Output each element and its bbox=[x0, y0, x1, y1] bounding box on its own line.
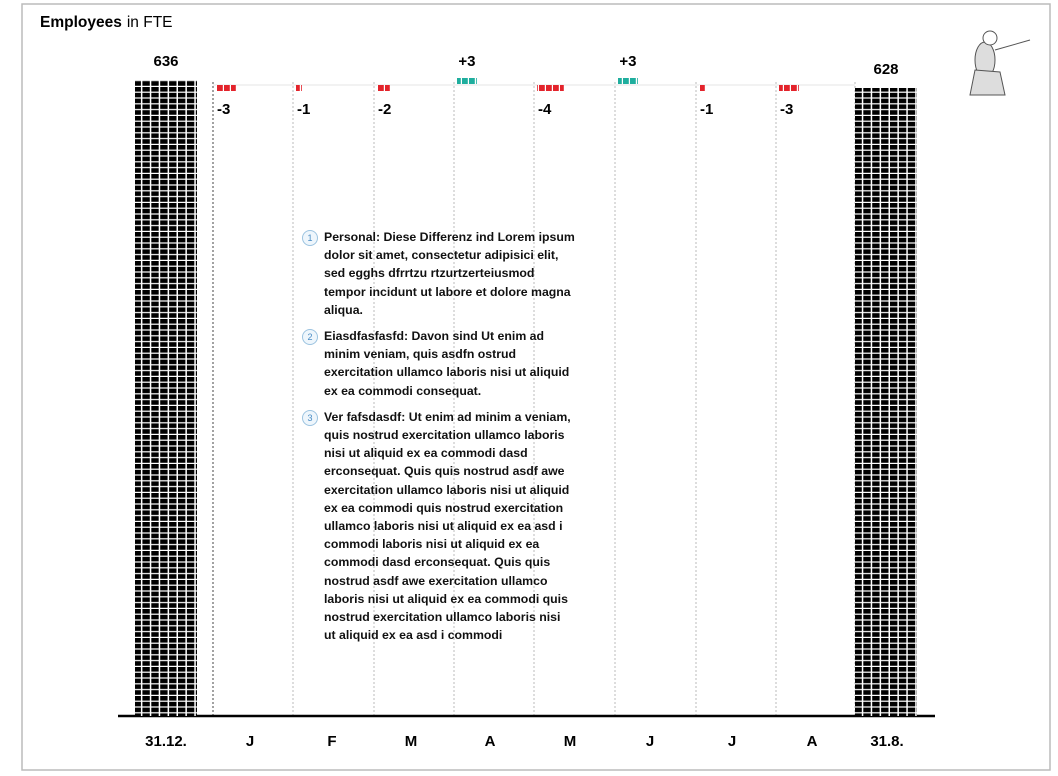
change-label: -1 bbox=[700, 101, 713, 118]
change-label: -1 bbox=[297, 101, 310, 118]
total-label: 636 bbox=[153, 53, 178, 70]
note: 2 Eiasdfasfasfd: Davon sind Ut enim ad mi… bbox=[300, 327, 575, 400]
decrease-marker bbox=[537, 85, 564, 91]
x-tick-label: 31.8. bbox=[870, 733, 903, 750]
change-label: +3 bbox=[619, 53, 636, 70]
title-unit: in FTE bbox=[127, 14, 173, 31]
note-text: Personal: Diese Differenz ind Lorem ipsu… bbox=[324, 230, 575, 317]
note-number: 3 bbox=[302, 409, 318, 426]
x-tick-label: F bbox=[327, 733, 336, 750]
decrease-marker bbox=[699, 85, 705, 91]
notes: 1 Personal: Diese Differenz ind Lorem ips… bbox=[300, 228, 575, 652]
x-tick-label: M bbox=[564, 733, 577, 750]
increase-marker bbox=[618, 78, 638, 84]
chart-title: Employees in FTE bbox=[40, 14, 173, 31]
x-tick-label: 31.12. bbox=[145, 733, 187, 750]
change-label: -3 bbox=[217, 101, 230, 118]
decrease-marker bbox=[779, 85, 799, 91]
total-bar bbox=[135, 80, 197, 716]
x-tick-label: J bbox=[646, 733, 654, 750]
angel-icon bbox=[969, 30, 1031, 96]
decrease-marker bbox=[377, 85, 390, 91]
note-text: Eiasdfasfasfd: Davon sind Ut enim ad min… bbox=[324, 329, 570, 398]
change-label: -4 bbox=[538, 101, 552, 118]
decrease-marker bbox=[216, 85, 236, 91]
note: 1 Personal: Diese Differenz ind Lorem ips… bbox=[300, 228, 575, 319]
note-number: 1 bbox=[302, 230, 318, 246]
x-tick-label: A bbox=[485, 733, 496, 750]
change-label: +3 bbox=[458, 53, 475, 70]
change-label: -3 bbox=[780, 101, 793, 118]
note: 3 Ver fafsdasdf: Ut enim ad minim a venia… bbox=[300, 408, 575, 645]
note-number: 2 bbox=[302, 329, 318, 346]
x-tick-label: J bbox=[728, 733, 736, 750]
x-tick-label: A bbox=[807, 733, 818, 750]
decrease-marker bbox=[296, 85, 302, 91]
title-main: Employees bbox=[40, 14, 122, 31]
frame bbox=[21, 3, 1051, 771]
change-label: -2 bbox=[378, 101, 391, 118]
x-tick-label: M bbox=[405, 733, 418, 750]
x-tick-label: J bbox=[246, 733, 254, 750]
total-label: 628 bbox=[873, 61, 898, 78]
total-bar bbox=[855, 88, 917, 716]
note-text: Ver fafsdasdf: Ut enim ad minim a veniam… bbox=[324, 409, 571, 643]
increase-marker bbox=[457, 78, 477, 84]
